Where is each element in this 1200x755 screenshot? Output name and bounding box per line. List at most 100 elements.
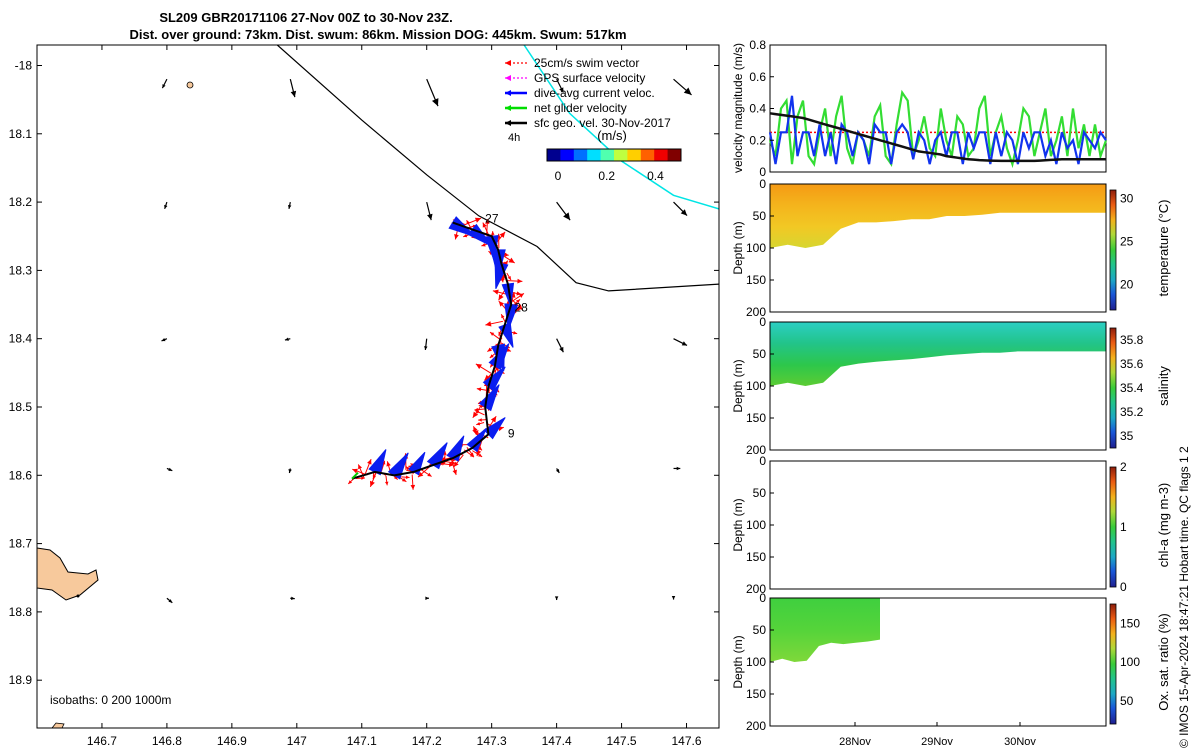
profile-cbar-tick-label: 30: [1120, 192, 1134, 206]
map-x-tick-label: 147.4: [542, 734, 572, 748]
map-x-tick-label: 147.5: [607, 734, 637, 748]
colorbar-segment: [547, 149, 561, 161]
map-y-tick-label: 18.9: [9, 673, 33, 687]
profile-cbar-tick-label: 35.6: [1120, 357, 1144, 371]
legend-label: dive-avg current veloc.: [534, 86, 655, 100]
colorbar-segment: [560, 149, 574, 161]
isobaths-label: isobaths: 0 200 1000m: [50, 693, 171, 707]
profile-cbar-tick-label: 0: [1120, 580, 1127, 594]
velocity-y-tick-label: 0.2: [749, 133, 766, 147]
legend-label: net glider velocity: [534, 101, 627, 115]
map-x-tick-label: 147: [287, 734, 307, 748]
profile-y-tick-label: 0: [759, 177, 766, 191]
day-label: 27: [485, 212, 499, 226]
colorbar-segment: [641, 149, 655, 161]
time-tick-label: 29Nov: [921, 736, 953, 748]
colorbar-tick-label: 0: [555, 169, 562, 183]
profile-y-tick-label: 150: [746, 411, 766, 425]
map-y-tick-label: 18.2: [9, 195, 33, 209]
map-y-tick-label: 18.4: [9, 332, 33, 346]
scale-label: 4h: [508, 132, 520, 144]
time-tick-label: 28Nov: [839, 736, 871, 748]
profile-colorbar: [1110, 604, 1116, 724]
profile-cbar-tick-label: 35.2: [1120, 405, 1144, 419]
profile-cbar-tick-label: 35.8: [1120, 333, 1144, 347]
profile-cbar-tick-label: 35.4: [1120, 381, 1144, 395]
chart-title-line1: SL209 GBR20171106 27-Nov 00Z to 30-Nov 2…: [159, 10, 452, 25]
profile-y-tick-label: 50: [753, 486, 767, 500]
profile-ylabel: Depth (m): [731, 221, 745, 274]
profile-cbar-tick-label: 2: [1120, 460, 1127, 474]
profile-y-tick-label: 150: [746, 687, 766, 701]
profile-ylabel: Depth (m): [731, 359, 745, 412]
reef-dot: [77, 595, 80, 598]
footer-credit: © IMOS 15-Apr-2024 18:47:21 Hobart time.…: [1177, 446, 1191, 748]
profile-cbar-tick-label: 50: [1120, 694, 1134, 708]
profile-cbar-tick-label: 150: [1120, 616, 1140, 630]
colorbar-segment: [601, 149, 615, 161]
velocity-y-tick-label: 0.6: [749, 70, 766, 84]
map-x-tick-label: 146.7: [87, 734, 117, 748]
colorbar-segment: [654, 149, 668, 161]
profile-cbar-label: temperature (°C): [1156, 200, 1171, 297]
profile-y-tick-label: 50: [753, 209, 767, 223]
colorbar-tick-label: 0.4: [647, 169, 664, 183]
profile-cbar-tick-label: 100: [1120, 655, 1140, 669]
profile-y-tick-label: 100: [746, 241, 766, 255]
reef-island: [187, 82, 193, 88]
profile-y-tick-label: 0: [759, 454, 766, 468]
colorbar-segment: [614, 149, 628, 161]
map-x-tick-label: 146.9: [217, 734, 247, 748]
colorbar-segment: [574, 149, 588, 161]
profile-cbar-label: salinity: [1156, 366, 1171, 406]
velocity-panel: 00.20.40.60.8 velocity magnitude (m/s): [731, 38, 1106, 179]
profile-cbar-tick-label: 35: [1120, 429, 1134, 443]
profile-y-tick-label: 100: [746, 655, 766, 669]
profile-y-tick-label: 100: [746, 518, 766, 532]
profile-colorbar: [1110, 467, 1116, 587]
map-y-tick-label: 18.5: [9, 400, 33, 414]
map-y-tick-label: -18: [15, 58, 33, 72]
chart-title-line2: Dist. over ground: 73km. Dist. swum: 86k…: [129, 27, 626, 42]
map-y-tick-label: 18.6: [9, 468, 33, 482]
profile-ylabel: Depth (m): [731, 635, 745, 688]
profile-cbar-tick-label: 25: [1120, 234, 1134, 248]
map-x-tick-label: 146.8: [152, 734, 182, 748]
legend-label: GPS surface velocity: [534, 71, 645, 85]
profile-background: [770, 461, 1106, 589]
profile-cbar-tick-label: 1: [1120, 520, 1127, 534]
map-y-tick-label: 18.8: [9, 605, 33, 619]
profile-colorbar: [1110, 190, 1116, 310]
profile-y-tick-label: 150: [746, 273, 766, 287]
day-label: 28: [514, 300, 528, 314]
map-y-tick-label: 18.3: [9, 263, 33, 277]
profile-cbar-label: chl-a (mg m-3): [1156, 483, 1171, 568]
profile-y-tick-label: 0: [759, 315, 766, 329]
profile-y-tick-label: 50: [753, 623, 767, 637]
day-label: 9: [508, 427, 515, 441]
map-x-tick-label: 147.2: [412, 734, 442, 748]
velocity-ylabel: velocity magnitude (m/s): [731, 43, 745, 173]
map-x-tick-label: 147.6: [672, 734, 702, 748]
profile-y-tick-label: 50: [753, 347, 767, 361]
map-panel: 27 28 9 146.7 146.8 146.9 147 147.1 147.2 147.3 1…: [9, 45, 719, 748]
profile-cbar-label: Ox. sat. ratio (%): [1156, 613, 1171, 711]
map-x-tick-label: 147.1: [347, 734, 377, 748]
colorbar-segment: [668, 149, 682, 161]
colorbar-tick-label: 0.2: [598, 169, 615, 183]
velocity-y-tick-label: 0.8: [749, 38, 766, 52]
profile-y-tick-label: 100: [746, 379, 766, 393]
map-y-tick-label: 18.7: [9, 537, 33, 551]
profile-colorbar: [1110, 328, 1116, 448]
profile-y-tick-label: 150: [746, 550, 766, 564]
profile-y-tick-label: 200: [746, 719, 766, 733]
map-x-tick-label: 147.3: [477, 734, 507, 748]
colorbar-title: (m/s): [597, 128, 627, 143]
map-background: [37, 45, 719, 728]
